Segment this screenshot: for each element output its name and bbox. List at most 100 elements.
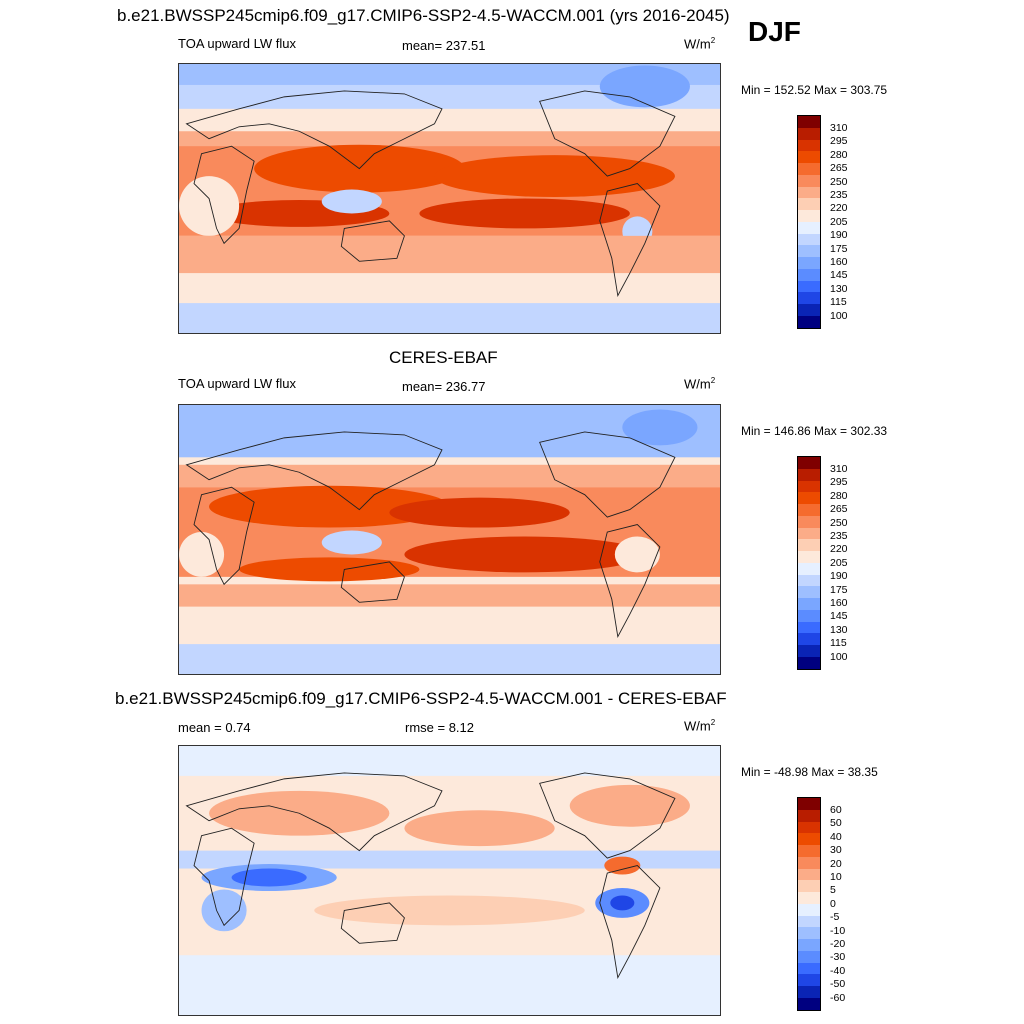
colorbar-swatch <box>798 633 820 646</box>
rmse-label: rmse = 8.12 <box>405 720 475 735</box>
colorbar-label: 115 <box>830 296 847 309</box>
colorbar-label: 130 <box>830 623 848 636</box>
colorbar-label: 295 <box>830 476 848 489</box>
colorbar-label: 310 <box>830 463 848 475</box>
colorbar-label: 0 <box>830 897 836 910</box>
colorbar-label: 310 <box>830 122 848 134</box>
map-model <box>178 63 721 334</box>
colorbar-swatch <box>798 892 820 904</box>
colorbar-label: 265 <box>830 503 848 516</box>
colorbar-swatch <box>798 574 820 587</box>
colorbar-swatch <box>798 233 820 246</box>
colorbar-swatch <box>798 515 820 528</box>
colorbar-swatch <box>798 245 820 258</box>
colorbar-label: -40 <box>830 964 846 977</box>
colorbar-label: -20 <box>830 938 846 950</box>
units-label: W/m2 <box>684 376 716 392</box>
units-label: W/m2 <box>684 36 716 52</box>
colorbar-swatch <box>798 798 820 810</box>
colorbar-swatch <box>798 586 820 599</box>
colorbar-swatch <box>798 809 820 822</box>
map-difference <box>178 745 721 1016</box>
colorbar-label: -5 <box>830 911 840 924</box>
colorbar-label: 115 <box>830 637 847 650</box>
colorbar-swatch <box>798 609 820 622</box>
colorbar-label: 280 <box>830 148 848 161</box>
colorbar-label: 235 <box>830 189 848 201</box>
colorbar-swatch <box>798 974 820 987</box>
minmax-label: Min = -48.98 Max = 38.35 <box>741 765 878 779</box>
colorbar-swatch <box>798 116 820 128</box>
colorbar-swatch <box>798 163 820 175</box>
colorbar-swatch <box>798 151 820 164</box>
colorbar-swatch <box>798 257 820 269</box>
colorbar-label: 190 <box>830 570 848 583</box>
mean-label: mean = 0.74 <box>178 720 251 735</box>
colorbar-label: 280 <box>830 489 848 502</box>
colorbar-label: 250 <box>830 175 848 188</box>
colorbar-label: 5 <box>830 884 836 897</box>
colorbar-label: 10 <box>830 871 842 883</box>
mean-label: mean= 237.51 <box>402 38 486 53</box>
colorbar-swatch <box>798 998 820 1010</box>
colorbar-label: 145 <box>830 269 848 282</box>
colorbar-swatch <box>798 950 820 963</box>
colorbar-swatch <box>798 856 820 869</box>
colorbar-swatch <box>798 657 820 669</box>
colorbar-label: 190 <box>830 229 848 242</box>
variable-label: TOA upward LW flux <box>178 376 297 391</box>
map-difference-field <box>179 746 720 1015</box>
colorbar-label: 100 <box>830 309 848 322</box>
colorbar-swatch <box>798 292 820 305</box>
figure-title: b.e21.BWSSP245cmip6.f09_g17.CMIP6-SSP2-4… <box>117 6 730 25</box>
colorbar-label: 295 <box>830 135 848 148</box>
colorbar <box>797 456 821 670</box>
colorbar-label: 175 <box>830 242 848 255</box>
colorbar-swatch <box>798 962 820 975</box>
colorbar-swatch <box>798 186 820 199</box>
colorbar-swatch <box>798 645 820 658</box>
colorbar-swatch <box>798 821 820 834</box>
colorbar-swatch <box>798 551 820 563</box>
colorbar-label: 160 <box>830 256 848 268</box>
panel-title: CERES-EBAF <box>389 348 498 367</box>
map-observations <box>178 404 721 675</box>
colorbar-label: 205 <box>830 556 848 569</box>
colorbar-swatch <box>798 539 820 552</box>
colorbar-label: 220 <box>830 543 848 556</box>
colorbar-label: -30 <box>830 951 846 964</box>
colorbar-swatch <box>798 833 820 846</box>
colorbar-swatch <box>798 939 820 951</box>
colorbar <box>797 115 821 329</box>
colorbar-label: -60 <box>830 991 846 1004</box>
colorbar-label: 175 <box>830 583 848 596</box>
colorbar-label: 130 <box>830 282 848 295</box>
map-model-field <box>179 64 720 333</box>
variable-label: TOA upward LW flux <box>178 36 297 51</box>
colorbar-swatch <box>798 268 820 281</box>
colorbar-label: 100 <box>830 650 848 663</box>
colorbar-label: 220 <box>830 202 848 215</box>
colorbar-swatch <box>798 598 820 610</box>
colorbar-swatch <box>798 986 820 999</box>
colorbar-label: 20 <box>830 857 842 870</box>
colorbar-swatch <box>798 480 820 493</box>
colorbar-swatch <box>798 316 820 328</box>
colorbar-swatch <box>798 457 820 469</box>
colorbar-label: 30 <box>830 844 842 857</box>
colorbar-label: 205 <box>830 215 848 228</box>
colorbar-swatch <box>798 304 820 317</box>
colorbar-swatch <box>798 915 820 928</box>
colorbar-swatch <box>798 903 820 916</box>
colorbar-swatch <box>798 927 820 940</box>
colorbar-label: 145 <box>830 610 848 623</box>
colorbar-swatch <box>798 527 820 540</box>
colorbar-swatch <box>798 221 820 234</box>
colorbar-swatch <box>798 845 820 857</box>
season-label: DJF <box>748 16 801 47</box>
map-observations-field <box>179 405 720 674</box>
colorbar-label: 235 <box>830 530 848 542</box>
colorbar-swatch <box>798 468 820 481</box>
colorbar-label: -10 <box>830 924 846 937</box>
colorbar-swatch <box>798 210 820 222</box>
